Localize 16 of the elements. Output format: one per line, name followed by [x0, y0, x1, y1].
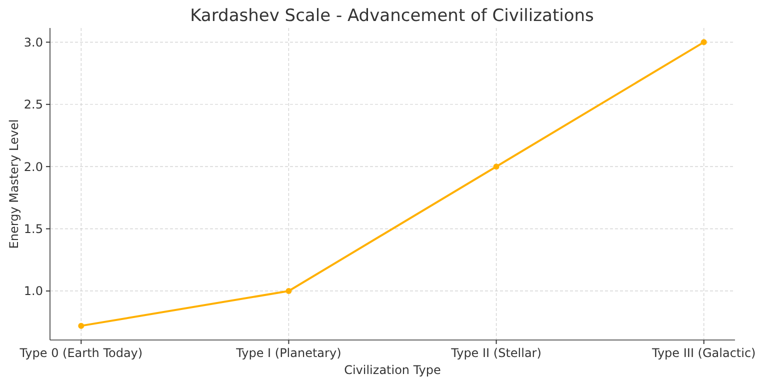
y-tick-label: 1.0 — [24, 284, 43, 298]
y-tick-label: 3.0 — [24, 35, 43, 50]
x-tick-label: Type 0 (Earth Today) — [18, 346, 143, 360]
x-tick-label: Type III (Galactic) — [650, 346, 756, 360]
point — [700, 39, 707, 46]
y-tick-label: 2.0 — [24, 160, 43, 174]
point — [493, 164, 500, 170]
y-tick-label: 1.5 — [24, 222, 43, 236]
x-tick-label: Type I (Planetary) — [235, 346, 342, 360]
chart-title: Kardashev Scale - Advancement of Civilizations — [190, 6, 594, 26]
y-axis-title: Energy Mastery Level — [7, 119, 21, 249]
y-tick-label: 2.5 — [24, 98, 43, 112]
point — [78, 322, 84, 329]
x-axis-title: Civilization Type — [344, 363, 441, 377]
point — [286, 288, 292, 294]
x-tick-label: Type II (Stellar) — [450, 346, 542, 360]
